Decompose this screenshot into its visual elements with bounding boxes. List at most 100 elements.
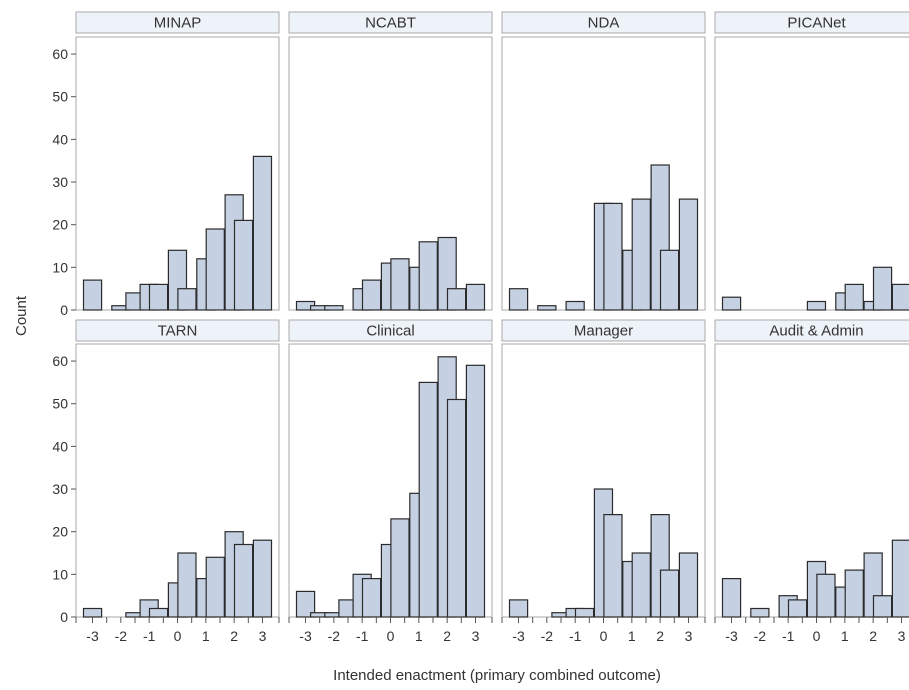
histogram-bar [361, 279, 382, 311]
histogram-bar [177, 288, 197, 311]
histogram-bar [844, 569, 864, 618]
x-tick-label: -1 [569, 628, 582, 644]
x-tick-label: 2 [869, 628, 877, 644]
histogram-bar [659, 249, 680, 311]
histogram-bar [631, 552, 651, 618]
y-tick-label: 40 [52, 438, 68, 454]
histogram-bar [324, 305, 344, 311]
panel-header [501, 319, 706, 342]
panel-picanet: PICANet [714, 11, 909, 311]
y-tick-label: 30 [52, 174, 68, 190]
panel-header [501, 11, 706, 34]
x-tick-label: -3 [512, 628, 525, 644]
y-tick-label: 10 [52, 259, 68, 275]
histogram-bar [750, 607, 770, 618]
histogram-bar [446, 288, 467, 311]
histogram-bar [816, 573, 836, 618]
y-tick-label: 30 [52, 481, 68, 497]
x-tick-label: 0 [174, 628, 182, 644]
panel-title: PICANet [787, 15, 846, 32]
x-tick-label: 1 [202, 628, 210, 644]
histogram-bar [659, 569, 680, 618]
panel-header [714, 319, 909, 342]
histogram-bar [574, 607, 595, 618]
x-tick-label: 3 [898, 628, 906, 644]
panel-title: MINAP [154, 15, 202, 32]
histogram-bar [205, 556, 225, 618]
x-tick-label: 0 [813, 628, 821, 644]
x-tick-label: -3 [725, 628, 738, 644]
histogram-bar [891, 539, 909, 618]
y-tick-label: 60 [52, 46, 68, 62]
histogram-bar [631, 198, 651, 311]
panel-header [75, 11, 280, 34]
panel-title: Audit & Admin [769, 323, 863, 340]
x-tick-label: 3 [472, 628, 480, 644]
panel-title: Manager [574, 323, 633, 340]
histogram-bar [678, 198, 699, 311]
x-tick-label: 1 [628, 628, 636, 644]
x-tick-label: 0 [600, 628, 608, 644]
panel-title: NDA [588, 15, 620, 32]
histogram-bar [721, 296, 742, 311]
histogram-bar [233, 219, 254, 311]
x-tick-label: -3 [86, 628, 99, 644]
histogram-bar [82, 607, 103, 618]
panel-header [75, 319, 280, 342]
histogram-bar [148, 607, 169, 618]
x-tick-label: 2 [656, 628, 664, 644]
x-tick-label: -1 [143, 628, 156, 644]
histogram-bar [844, 283, 864, 311]
y-tick-label: 0 [60, 609, 68, 625]
panel-title: Clinical [366, 323, 414, 340]
panel-header [288, 319, 493, 342]
panel-clinical: Clinical -3 -2 -1 0 1 2 3 [288, 319, 493, 644]
panel-header [714, 11, 909, 34]
x-tick-label: -1 [356, 628, 369, 644]
histogram-bar [806, 300, 827, 311]
histogram-bar [787, 599, 808, 618]
histogram-bar [872, 266, 893, 311]
panel-tarn: TARN 0 10 20 30 40 50 60 -3 -2 -1 0 1 2 3 [52, 319, 280, 644]
x-tick-label: -2 [754, 628, 767, 644]
y-axis-title: Count [13, 295, 30, 336]
histogram-bar [465, 283, 486, 311]
x-tick-label: -3 [299, 628, 312, 644]
histogram-bar [205, 228, 225, 311]
x-tick-label: 0 [387, 628, 395, 644]
y-tick-label: 50 [52, 396, 68, 412]
x-tick-label: 1 [841, 628, 849, 644]
histogram-bar [418, 241, 438, 311]
panel-nda: NDA [501, 11, 706, 311]
panel-frame [714, 36, 909, 311]
histogram-bar [603, 202, 623, 311]
x-tick-label: -2 [328, 628, 341, 644]
histogram-bar [252, 539, 273, 618]
panel-ncabt: NCABT [288, 11, 493, 311]
histogram-bar [721, 577, 742, 618]
y-tick-label: 60 [52, 353, 68, 369]
x-tick-label: -1 [782, 628, 795, 644]
panel-audit-admin: Audit & Admin -3 -2 -1 0 1 2 3 [714, 319, 909, 644]
panel-title: NCABT [365, 15, 416, 32]
panel-header [288, 11, 493, 34]
histogram-bar [678, 552, 699, 618]
y-tick-label: 20 [52, 217, 68, 233]
x-tick-label: 2 [443, 628, 451, 644]
histogram-bar [390, 258, 410, 311]
histogram-bar [418, 381, 438, 618]
x-tick-label: 1 [415, 628, 423, 644]
x-tick-label: -2 [541, 628, 554, 644]
y-tick-label: 10 [52, 566, 68, 582]
histogram-bar [891, 283, 909, 311]
panel-manager: Manager -3 -2 -1 0 1 2 3 [501, 319, 706, 644]
x-tick-label: 3 [259, 628, 267, 644]
histogram-bar [603, 513, 623, 618]
y-tick-label: 50 [52, 89, 68, 105]
histogram-bar [252, 155, 273, 311]
histogram-bar [537, 305, 557, 311]
histogram-bar [390, 518, 410, 618]
x-tick-label: 2 [230, 628, 238, 644]
